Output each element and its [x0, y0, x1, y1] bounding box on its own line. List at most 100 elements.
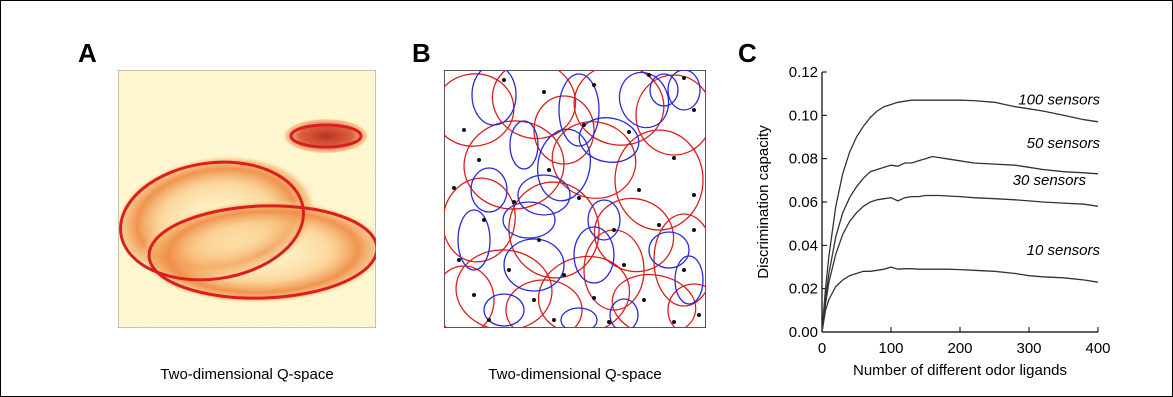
red-ellipse: [508, 181, 600, 279]
black-dot: [512, 200, 516, 204]
black-dot: [622, 263, 626, 267]
y-tick-label: 0.10: [789, 107, 818, 124]
blue-ellipse: [470, 167, 508, 213]
y-tick-label: 0.02: [789, 281, 818, 298]
black-dot: [582, 123, 586, 127]
chart-series-labels: 100 sensors 50 sensors 30 sensors 10 sensor…: [1013, 92, 1101, 260]
x-tick-label: 0: [818, 340, 826, 357]
series-line: [821, 194, 1099, 333]
series-line: [821, 266, 1099, 333]
black-dot: [487, 318, 491, 322]
red-ellipse-group: [444, 70, 706, 328]
red-ellipse: [573, 70, 665, 146]
black-dot: [507, 268, 511, 272]
black-dot: [657, 223, 661, 227]
black-dot: [672, 156, 676, 160]
blue-ellipse: [618, 71, 670, 129]
y-tick-label: 0.00: [789, 324, 818, 341]
panel-a-heatmap: [118, 70, 376, 328]
black-dot: [532, 298, 536, 302]
heatmap-grain: [118, 70, 376, 328]
y-tick-label: 0.06: [789, 194, 818, 211]
red-ellipse: [533, 95, 595, 165]
black-dot: [477, 158, 481, 162]
blue-ellipse: [517, 174, 571, 216]
black-dot: [647, 73, 651, 77]
blue-ellipse: [587, 199, 621, 241]
y-tick-label: 0.12: [789, 64, 818, 81]
series-label: 30 sensors: [1013, 172, 1087, 189]
series-label: 100 sensors: [1018, 92, 1100, 109]
black-dot-group: [452, 73, 701, 324]
black-dot: [482, 218, 486, 222]
red-ellipse: [444, 73, 515, 147]
black-dot: [457, 258, 461, 262]
x-tick-label: 400: [1085, 340, 1110, 357]
black-dot: [592, 83, 596, 87]
black-dot: [537, 238, 541, 242]
red-ellipse: [611, 273, 697, 328]
y-tick-label: 0.04: [789, 237, 818, 254]
black-dot: [692, 108, 696, 112]
black-dot: [692, 228, 696, 232]
y-tick-label: 0.08: [789, 151, 818, 168]
blue-ellipse-group: [457, 70, 704, 328]
black-dot: [642, 298, 646, 302]
red-ellipse-small: [289, 123, 363, 149]
series-line: [821, 99, 1099, 333]
red-ellipse: [444, 265, 495, 328]
panel-b-letter: B: [412, 38, 431, 68]
series-line: [821, 155, 1099, 333]
chart-series: [821, 99, 1099, 333]
red-ellipse: [505, 279, 583, 328]
black-dot: [692, 193, 696, 197]
black-dot: [672, 320, 676, 324]
red-ellipse: [593, 197, 675, 273]
blue-ellipse: [560, 307, 598, 328]
panel-a-letter: A: [78, 38, 97, 68]
red-ellipse: [491, 70, 577, 140]
red-ellipse: [463, 120, 565, 210]
black-dot: [472, 293, 476, 297]
blue-ellipse: [483, 293, 525, 327]
red-ellipse: [455, 249, 553, 328]
series-label: 50 sensors: [1027, 135, 1101, 152]
blue-ellipse: [667, 70, 701, 111]
blue-ellipse: [457, 209, 491, 271]
blue-ellipse: [503, 238, 565, 292]
black-dot: [627, 130, 631, 134]
panel-a-caption: Two-dimensional Q-space: [160, 366, 334, 383]
black-dot: [552, 318, 556, 322]
red-ellipse: [444, 177, 516, 263]
black-dot: [542, 90, 546, 94]
blue-ellipse: [578, 117, 640, 163]
black-dot: [607, 320, 611, 324]
panel-b-caption: Two-dimensional Q-space: [488, 366, 662, 383]
y-axis-title: Discrimination capacity: [755, 125, 772, 279]
x-tick-label: 100: [878, 340, 903, 357]
black-dot: [502, 78, 506, 82]
red-ellipse: [614, 129, 704, 231]
x-axis-title: Number of different odor ligands: [853, 362, 1067, 379]
black-dot: [547, 168, 551, 172]
red-ellipse: [667, 283, 706, 328]
series-label: 10 sensors: [1027, 242, 1101, 259]
red-ellipse: [551, 121, 637, 199]
black-dot: [462, 128, 466, 132]
black-dot: [697, 313, 701, 317]
red-ellipse: [653, 213, 706, 307]
black-dot: [592, 296, 596, 300]
x-tick-label: 300: [1016, 340, 1041, 357]
blue-ellipse: [609, 298, 639, 328]
blue-ellipse: [558, 73, 600, 147]
blue-ellipse: [649, 73, 679, 107]
panel-b-ellipse-map: [444, 70, 706, 328]
blue-ellipse: [648, 231, 690, 269]
blue-ellipse: [674, 255, 704, 305]
black-dot: [637, 188, 641, 192]
black-dot: [577, 196, 581, 200]
chart-axes: 0.00 0.02 0.04 0.06 0.08 0.10 0.12 0 100 200 300 40…: [755, 64, 1111, 379]
black-dot: [452, 186, 456, 190]
blue-ellipse: [471, 70, 517, 126]
